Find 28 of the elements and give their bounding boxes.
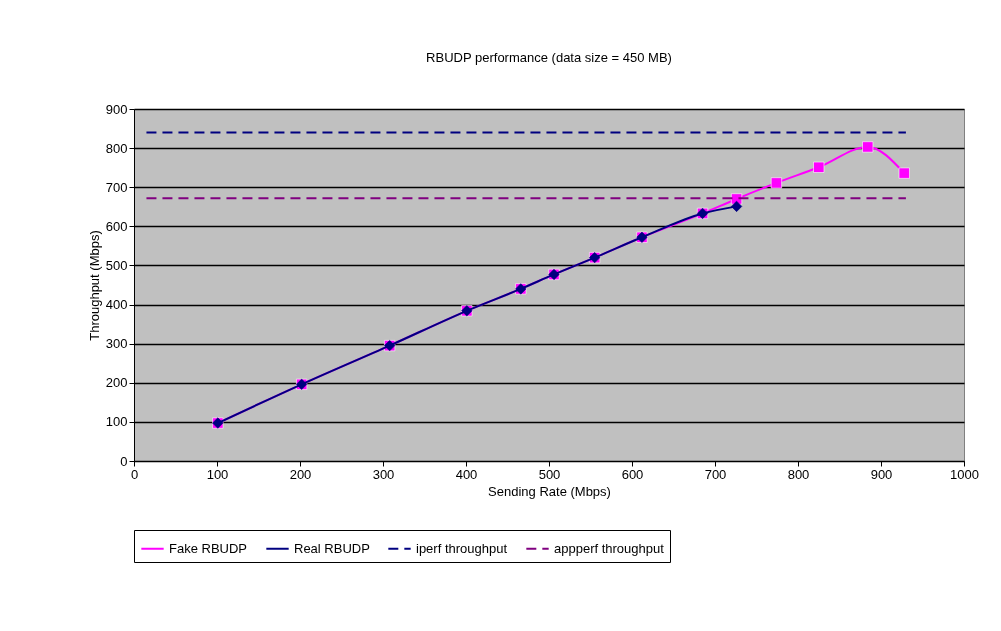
x-tick-label: 500 [538,466,561,482]
y-tick-label: 300 [105,336,128,352]
legend-label: Fake RBUDP [169,540,248,556]
y-tick-label: 500 [105,257,128,273]
y-tick-label: 0 [120,453,128,469]
y-tick-label: 900 [105,101,128,117]
legend-label: appperf throughput [554,540,665,556]
y-tick-label: 700 [105,179,128,195]
x-tick-label: 900 [870,466,893,482]
x-tick-label: 400 [455,466,478,482]
legend-label: iperf throughput [416,540,508,556]
y-tick-label: 600 [105,218,128,234]
chart-title: RBUDP performance (data size = 450 MB) [426,50,672,65]
x-tick-label: 100 [206,466,229,482]
y-tick-label: 100 [105,414,128,430]
x-axis-title: Sending Rate (Mbps) [488,483,611,499]
x-tick-label: 200 [289,466,312,482]
legend-label: Real RBUDP [294,540,370,556]
x-tick-label: 700 [704,466,727,482]
y-tick-label: 400 [105,297,128,313]
x-tick-label: 800 [787,466,810,482]
x-tick-label: 300 [372,466,395,482]
y-tick-label: 800 [105,140,128,156]
y-axis-title: Throughput (Mbps) [86,230,102,341]
y-tick-label: 200 [105,375,128,391]
x-tick-label: 0 [130,466,139,482]
x-tick-label: 1000 [950,466,979,482]
x-tick-label: 600 [621,466,644,482]
